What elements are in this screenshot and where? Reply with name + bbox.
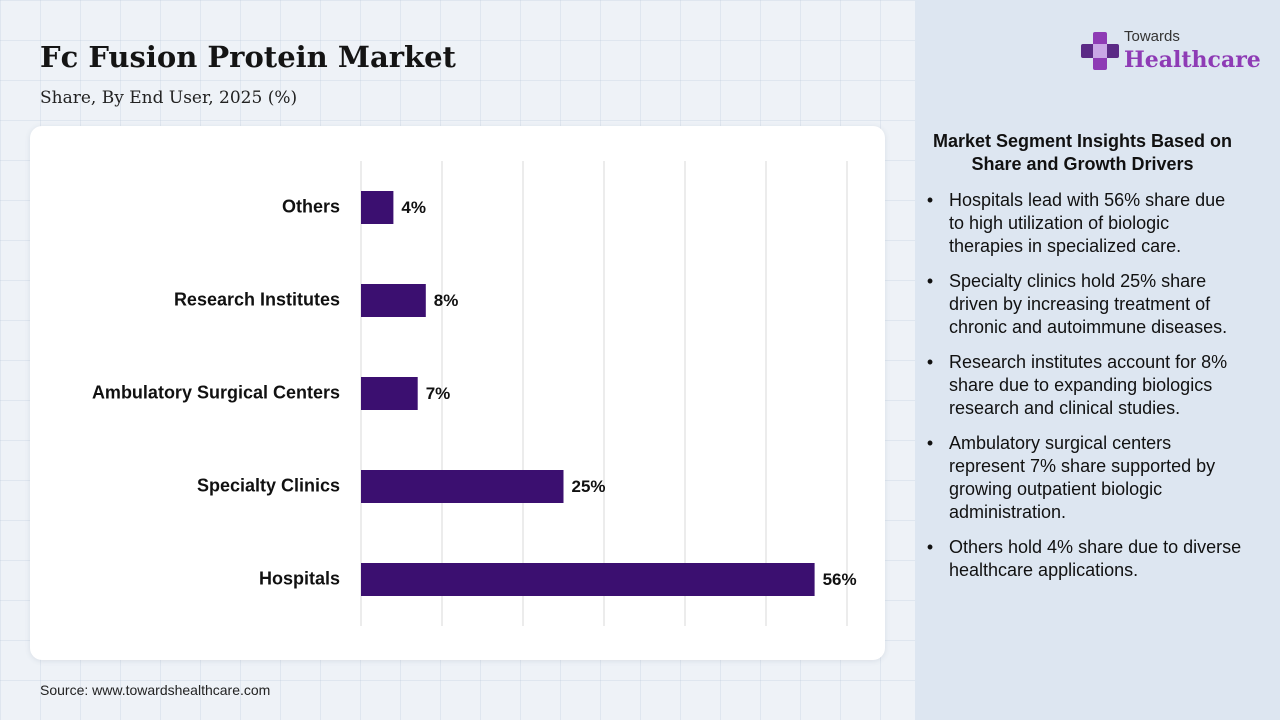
data-label: 4% [401,198,426,217]
bar [361,377,418,410]
bar [361,563,815,596]
category-label: Ambulatory Surgical Centers [92,382,340,402]
category-label: Hospitals [259,568,340,588]
data-label: 8% [434,291,459,310]
insights-title: Market Segment Insights Based on Share a… [932,131,1233,174]
insight-item: • Hospitals lead with 56% share due to hi… [925,189,1245,258]
chart-area: Fc Fusion Protein Market Share, By End U… [30,40,885,698]
insight-item: • Specialty clinics hold 25% share driven… [925,270,1245,339]
insights-list: • Hospitals lead with 56% share due to hi… [925,189,1245,594]
source-note: Source: www.towardshealthcare.com [40,682,271,698]
bar [361,284,426,317]
category-label: Research Institutes [174,289,340,309]
towards-healthcare-logo: Towards Healthcare [1080,28,1261,78]
bar [361,191,394,224]
category-label: Specialty Clinics [197,475,340,495]
insight-text: Specialty clinics hold 25% share driven … [949,271,1228,337]
bullet-icon: • [926,190,934,210]
insight-text: Hospitals lead with 56% share due to hig… [949,190,1226,256]
insight-item: • Ambulatory surgical centers represent 7… [925,432,1245,524]
insight-text: Others hold 4% share due to diverse heal… [949,537,1242,580]
chart-card: Others 4% Research Institutes 8% Ambulatory … [30,126,885,660]
category-label: Others [282,196,340,216]
insight-item: • Research institutes account for 8% shar… [925,351,1245,420]
insights-panel [915,0,1280,720]
bullet-icon: • [926,352,934,372]
data-label: 56% [823,570,857,589]
page-title: Fc Fusion Protein Market [40,40,456,74]
bullet-icon: • [926,537,934,557]
logo-text-healthcare: Healthcare [1124,47,1261,73]
insight-text: Ambulatory surgical centers represent 7%… [949,433,1216,522]
data-label: 25% [572,477,606,496]
plus-cross-icon [1081,32,1119,70]
insight-item: • Others hold 4% share due to diverse hea… [925,536,1245,582]
logo-text-towards: Towards [1124,28,1180,45]
bar-chart: Others 4% Research Institutes 8% Ambulatory … [92,161,857,626]
bullet-icon: • [926,271,934,291]
bullet-icon: • [926,433,934,453]
data-label: 7% [426,384,451,403]
bar [361,470,564,503]
insight-text: Research institutes account for 8% share… [949,352,1228,418]
page-subtitle: Share, By End User, 2025 (%) [40,88,298,108]
